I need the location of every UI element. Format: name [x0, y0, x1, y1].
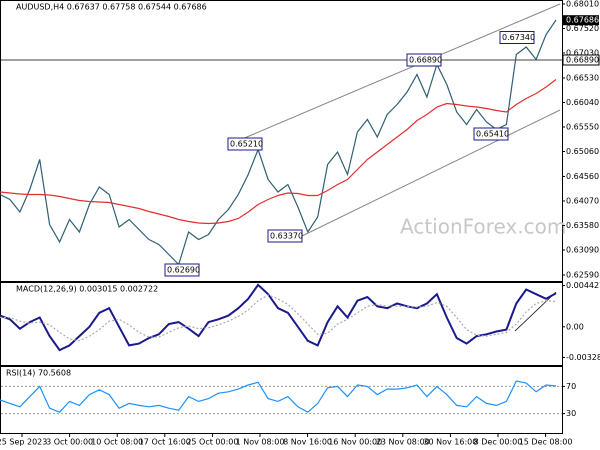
y-tick-label: 0.63580: [566, 221, 599, 230]
x-tick-label: 23 Nov 08:00: [376, 438, 430, 447]
series-line: [0, 283, 557, 352]
price-label: 0.67340: [502, 33, 535, 42]
price-label: 0.63370: [270, 232, 303, 241]
x-tick-label: 1 Nov 08:00: [236, 438, 285, 447]
x-tick-label: 17 Oct 16:00: [139, 438, 191, 447]
y-tick-label: 0.65550: [566, 123, 599, 132]
last-price: 0.67686: [566, 16, 599, 25]
y-tick-label: 0.62590: [566, 271, 599, 280]
x-tick-label: 16 Nov 00:00: [328, 438, 382, 447]
y-tick-label: -0.003288: [566, 353, 600, 362]
y-tick-label: 0.66530: [566, 74, 599, 83]
x-tick-label: 25 Oct 00:00: [186, 438, 238, 447]
chart-title: AUDUSD,H4 0.67637 0.67758 0.67544 0.6768…: [16, 3, 207, 12]
rsi-title: RSI(14) 70.5608: [6, 369, 71, 378]
y-tick-label: 0.64560: [566, 172, 599, 181]
price-label: 0.65410: [476, 130, 509, 139]
price-label-box: [499, 31, 535, 44]
y-tick-label: 0.66040: [566, 98, 599, 107]
price-label: 0.62690: [167, 266, 200, 275]
price-pane: [0, 0, 563, 282]
series-line: [0, 79, 557, 225]
x-tick-label: 8 Nov 16:00: [283, 438, 332, 447]
series-line: [0, 294, 557, 342]
price-label: 0.66890: [409, 56, 442, 65]
series-line: [0, 380, 557, 413]
price-label-box: [406, 53, 442, 67]
price-label-box: [267, 229, 303, 243]
macd-title: MACD(12,26,9) 0.003015 0.002722: [16, 285, 158, 294]
y-tick-label: 0.00: [566, 322, 584, 331]
y-tick-label: 0.65060: [566, 147, 599, 156]
macd-trendline: [514, 291, 557, 332]
x-tick-label: 15 Dec 08:00: [519, 438, 573, 447]
y-tick-label: 0.004427: [566, 281, 600, 290]
y-tick-label: 0.68010: [566, 0, 599, 9]
x-tick-label: 3 Oct 00:00: [46, 438, 93, 447]
y-tick-label: 0.67520: [566, 24, 599, 33]
y-tick-label: 0.67030: [566, 49, 599, 58]
channel-lower: [299, 109, 561, 238]
x-tick-label: 8 Dec 00:00: [474, 438, 523, 447]
y-tick-label: 0.63090: [566, 246, 599, 255]
x-tick-label: 10 Oct 08:00: [91, 438, 143, 447]
x-tick-label: 25 Sep 2023: [0, 438, 47, 447]
watermark: ActionForex.com: [400, 215, 566, 239]
level-label: 0.66890: [566, 56, 599, 65]
price-label-box: [227, 137, 263, 151]
price-label-box: [164, 263, 200, 277]
y-tick-label: 70: [566, 382, 576, 391]
y-tick-label: 0.64070: [566, 197, 599, 206]
x-tick-label: 30 Nov 16:00: [423, 438, 477, 447]
series-line: [0, 19, 557, 266]
price-label-box: [473, 127, 509, 141]
y-tick-label: 30: [566, 409, 576, 418]
last-price-box: [563, 15, 599, 26]
channel-upper: [227, 3, 561, 146]
level-label-box: [562, 54, 600, 66]
price-label: 0.65210: [230, 140, 263, 149]
macd-pane: [0, 282, 563, 366]
